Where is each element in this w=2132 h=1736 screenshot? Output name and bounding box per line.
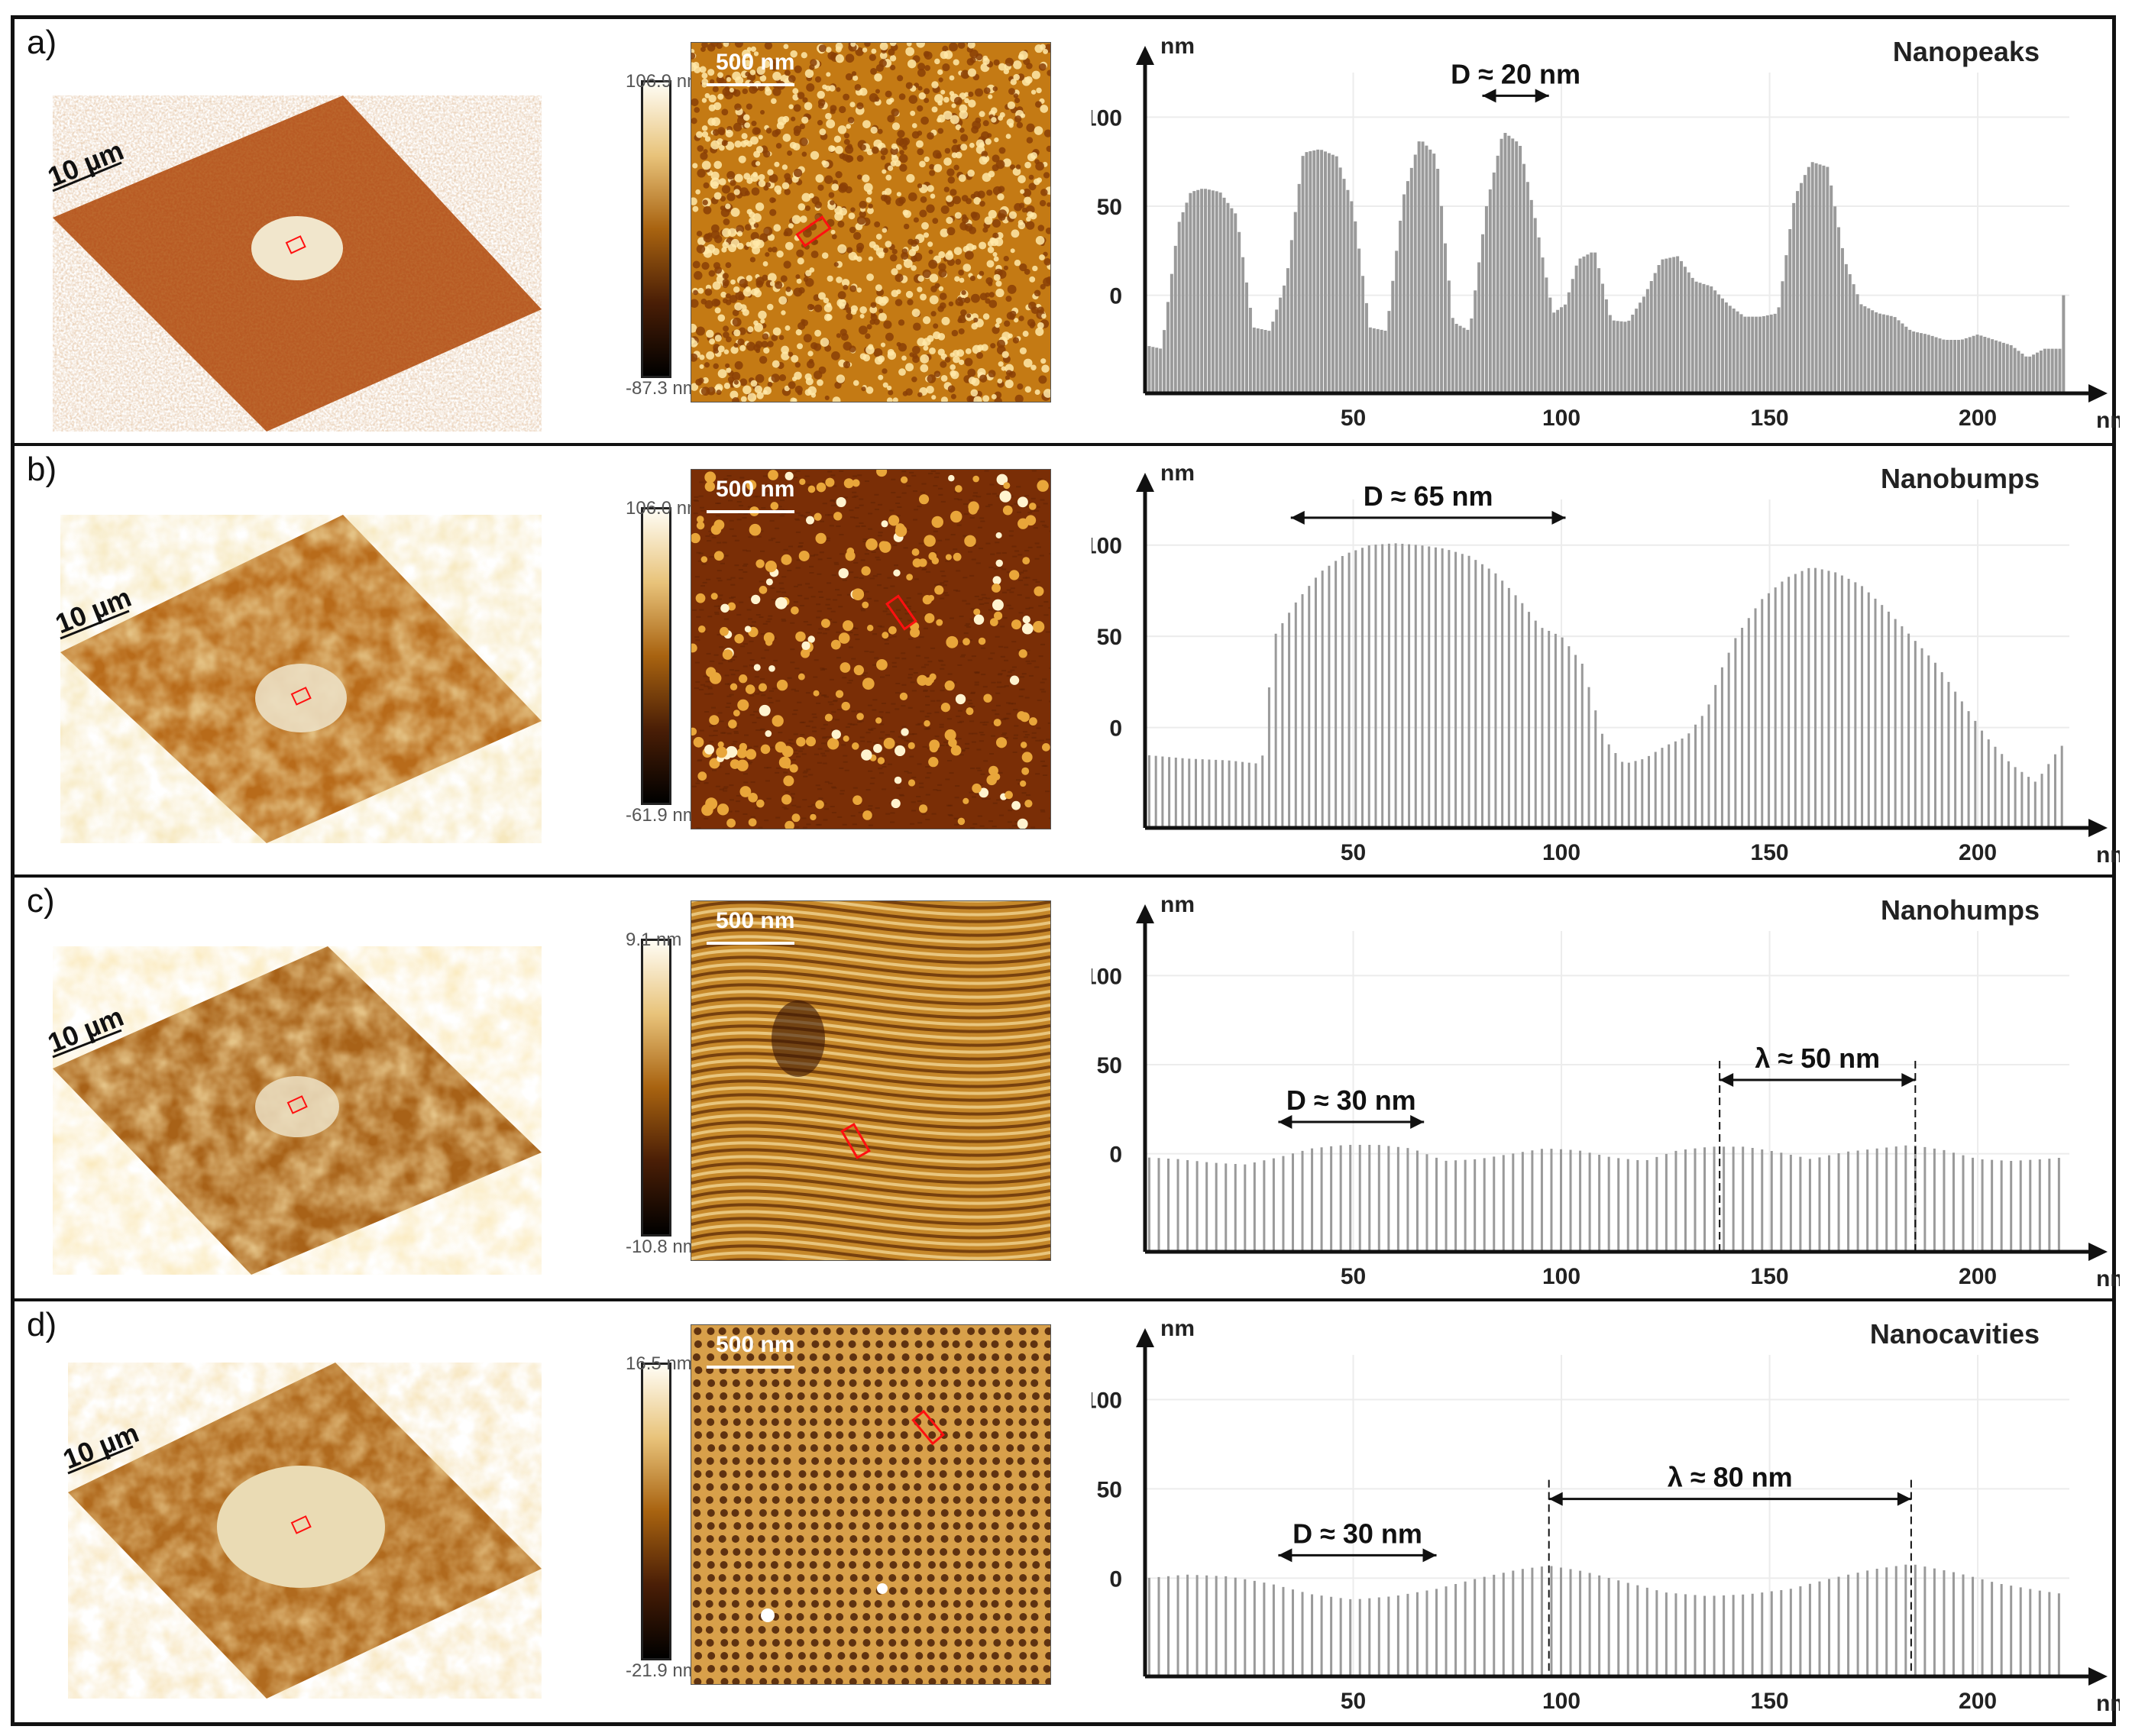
color-bar <box>641 507 671 805</box>
y-tick-label: 100 <box>1092 534 1122 559</box>
y-axis-label: nm <box>1160 34 1195 59</box>
x-axis-label: nm <box>2096 1266 2120 1291</box>
scale-2d-label: 500 nm <box>716 908 795 933</box>
color-bar <box>641 1363 671 1660</box>
x-tick-label: 150 <box>1751 1264 1789 1289</box>
x-tick-label: 200 <box>1959 1689 1997 1714</box>
panel-d: d) 10 µm 16.5 nm -21.9 nm 500 nm nm nm 50 1… <box>15 1298 2120 1723</box>
profile-chart: nm nm 50 100 150 200 0 50 100 D ≈ 20 nm <box>1092 34 2120 433</box>
panel-label: c) <box>27 882 55 920</box>
y-tick-label: 0 <box>1109 716 1122 742</box>
y-tick-label: 50 <box>1097 1053 1122 1078</box>
x-tick-label: 50 <box>1341 840 1366 865</box>
y-tick-label: 100 <box>1092 1388 1122 1413</box>
scale-2d-label: 500 nm <box>716 1332 795 1357</box>
color-bar <box>641 80 671 378</box>
y-tick-label: 0 <box>1109 284 1122 309</box>
height-profile: nm nm 50 100 150 200 0 50 100 D ≈ 20 nm Nanopeaks <box>1092 19 2120 443</box>
profile-chart: nm nm 50 100 150 200 0 50 100 D ≈ 30 nm λ ≈ 80 nm <box>1092 1316 2120 1716</box>
x-tick-label: 50 <box>1341 1264 1366 1289</box>
x-axis-label: nm <box>2096 842 2120 868</box>
color-bar-max: 106.0 nm <box>626 498 703 519</box>
x-tick-label: 50 <box>1341 406 1366 431</box>
y-tick-label: 50 <box>1097 195 1122 220</box>
scale-2d-label: 500 nm <box>716 50 795 75</box>
color-bar-min: -21.9 nm <box>626 1660 698 1681</box>
x-tick-label: 50 <box>1341 1689 1366 1714</box>
x-tick-label: 150 <box>1751 406 1789 431</box>
afm-2d-image <box>691 42 1051 402</box>
panel-label: d) <box>27 1306 57 1343</box>
color-bar-min: -87.3 nm <box>626 378 698 399</box>
afm-3d-map: 10 µm <box>44 946 542 1275</box>
y-axis-label: nm <box>1160 892 1195 917</box>
x-tick-label: 100 <box>1542 1689 1580 1714</box>
x-axis-label: nm <box>2096 1691 2120 1716</box>
scale-2d-label: 500 nm <box>716 477 795 502</box>
y-tick-label: 100 <box>1092 105 1122 131</box>
profile-title: Nanocavities <box>1869 1318 2040 1350</box>
afm-3d-map: 10 µm <box>59 1363 542 1699</box>
afm-2d-image <box>691 900 1051 1261</box>
y-axis-label: nm <box>1160 461 1195 486</box>
height-profile: nmnm50100150200050100D ≈ 30 nmλ ≈ 80 nm … <box>1092 1301 2120 1723</box>
profile-title: Nanohumps <box>1880 894 2040 926</box>
x-tick-label: 100 <box>1542 406 1580 431</box>
afm-3d-map: 10 µm <box>44 95 542 432</box>
profile-title: Nanobumps <box>1880 463 2040 494</box>
x-tick-label: 200 <box>1959 840 1997 865</box>
color-bar-min: -61.9 nm <box>626 805 698 826</box>
color-bar-max: 106.9 nm <box>626 71 703 92</box>
y-tick-label: 0 <box>1109 1143 1122 1168</box>
dimension-label: λ ≈ 80 nm <box>1668 1462 1793 1493</box>
color-bar-min: -10.8 nm <box>626 1237 698 1257</box>
panel-c: c) 10 µm 9.1 nm -10.8 nm 500 nm nm nm 50 10… <box>15 874 2120 1298</box>
profile-chart: nm nm 50 100 150 200 0 50 100 D ≈ 65 nm <box>1092 461 2120 868</box>
dimension-label: D ≈ 30 nm <box>1292 1518 1422 1549</box>
panel-a: a) 10 µm 106.9 nm -87.3 nm 500 nm nm nm 50… <box>15 19 2120 443</box>
y-tick-label: 0 <box>1109 1566 1122 1592</box>
afm-2d-image <box>691 469 1051 829</box>
scale-arrow <box>52 161 122 192</box>
height-profile: nm nm 50 100 150 200 0 50 100 D ≈ 65 nm Nanobumps <box>1092 446 2120 874</box>
x-tick-label: 150 <box>1751 1689 1789 1714</box>
color-bar <box>641 939 671 1237</box>
y-tick-label: 100 <box>1092 964 1122 989</box>
profile-chart: nm nm 50 100 150 200 0 50 100 D ≈ 30 nm λ ≈ 50 nm <box>1092 892 2120 1291</box>
afm-3d-map: 10 µm <box>51 515 542 843</box>
x-axis-label: nm <box>2096 408 2120 433</box>
panel-b: b) 10 µm 106.0 nm -61.9 nm 500 nm nm nm 50… <box>15 443 2120 874</box>
x-tick-label: 200 <box>1959 406 1997 431</box>
y-tick-label: 50 <box>1097 1477 1122 1502</box>
dimension-label: λ ≈ 50 nm <box>1755 1043 1880 1074</box>
dimension-label: D ≈ 20 nm <box>1451 58 1580 89</box>
panel-label: a) <box>27 24 57 61</box>
x-tick-label: 100 <box>1542 1264 1580 1289</box>
dimension-label: D ≈ 30 nm <box>1286 1085 1416 1116</box>
y-tick-label: 50 <box>1097 625 1122 650</box>
color-bar-max: 9.1 nm <box>626 929 682 950</box>
x-tick-label: 200 <box>1959 1264 1997 1289</box>
height-profile: nmnm50100150200050100D ≈ 30 nmλ ≈ 50 nm … <box>1092 878 2120 1298</box>
scale-3d-label: 10 µm <box>44 134 128 193</box>
profile-title: Nanopeaks <box>1892 36 2040 67</box>
afm-2d-image <box>691 1324 1051 1685</box>
dimension-label: D ≈ 65 nm <box>1364 480 1493 512</box>
x-tick-label: 150 <box>1751 840 1789 865</box>
y-axis-label: nm <box>1160 1316 1195 1341</box>
color-bar-max: 16.5 nm <box>626 1353 692 1374</box>
x-tick-label: 100 <box>1542 840 1580 865</box>
panel-label: b) <box>27 451 57 488</box>
figure: a) 10 µm 106.9 nm -87.3 nm 500 nm nmnm50… <box>11 15 2120 1726</box>
